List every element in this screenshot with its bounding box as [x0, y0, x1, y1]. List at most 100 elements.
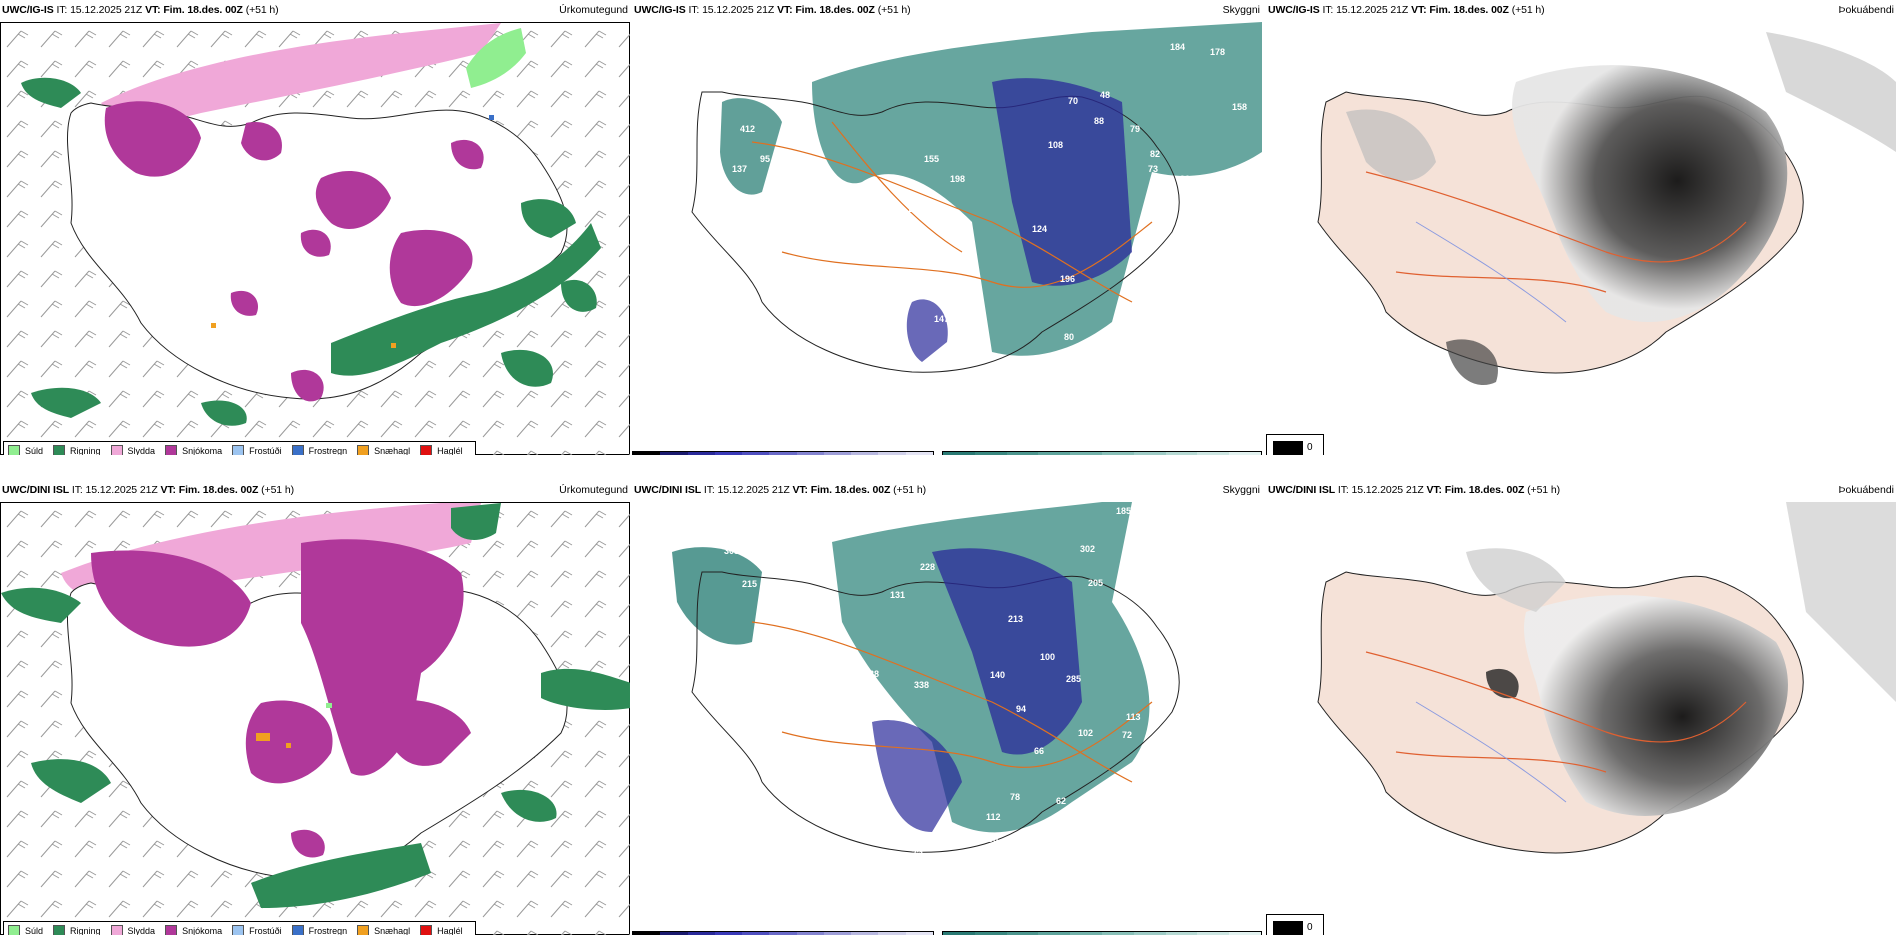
- vis-label: 184: [1170, 42, 1185, 52]
- legend-swatch: [53, 925, 66, 935]
- terrain-cloud-area: [906, 299, 948, 362]
- legend-label: Rigning: [70, 446, 101, 455]
- vt-label: VT:: [160, 484, 177, 496]
- legend-swatch: [8, 925, 20, 935]
- road-line: [1395, 271, 1607, 293]
- vis-label: 72: [1122, 730, 1132, 740]
- snow-area: [230, 290, 259, 316]
- legend-swatch: [357, 445, 370, 455]
- vis-label: 169: [782, 104, 797, 114]
- it-value: 15.12.2025 21Z: [70, 4, 143, 16]
- fog-map: 0 60: [1266, 22, 1896, 455]
- vt-label: VT:: [777, 4, 793, 16]
- rain-area: [521, 199, 576, 238]
- snow-area: [389, 229, 473, 307]
- vis-label: 303: [724, 546, 739, 556]
- fog-panel-row2: UWC/DINI ISL IT: 15.12.2025 21Z VT: Fim.…: [1266, 480, 1896, 935]
- legend-item: Frostregn: [291, 925, 347, 935]
- vt-label: VT:: [1426, 484, 1443, 496]
- legend-item: Snjókoma: [165, 925, 222, 935]
- panel-title: Skyggni: [1222, 4, 1260, 16]
- snow-area: [291, 829, 325, 858]
- visibility-map-svg: 303 177 126 215 320 97 228 131 238 338 2…: [672, 502, 1180, 876]
- rain-area: [541, 668, 630, 710]
- snow-pellets-point: [256, 733, 270, 741]
- visibility-colorbar: km 1 2 3 4 5 6 7 8 9 10: [942, 931, 1262, 935]
- it-value: 15.12.2025 21Z: [85, 484, 158, 496]
- visibility-colorbar-bar: [942, 931, 1262, 935]
- vis-label: 100: [1040, 652, 1055, 662]
- vis-label: 228: [920, 562, 935, 572]
- panel-header: UWC/DINI ISL IT: 15.12.2025 21Z VT: Fim.…: [2, 484, 294, 496]
- vis-label: 42: [932, 390, 942, 400]
- lead-time: (+51 h): [261, 484, 295, 496]
- legend-swatch: [53, 445, 66, 455]
- legend-swatch: [232, 445, 245, 455]
- model-name: UWC/DINI ISL: [1268, 484, 1336, 496]
- fog-map: 0 60: [1266, 502, 1896, 935]
- vis-label: 285: [1066, 674, 1081, 684]
- legend-item: Slydda: [110, 925, 155, 935]
- legend-item: Snæhagl: [357, 445, 410, 455]
- vis-label: 44: [970, 866, 980, 876]
- it-label: IT:: [1337, 484, 1349, 496]
- legend-swatch: [420, 445, 433, 455]
- visibility-panel-row1: UWC/IG-IS IT: 15.12.2025 21Z VT: Fim. 18…: [632, 0, 1262, 455]
- legend-swatch: [165, 925, 178, 935]
- vis-label: 97: [805, 612, 815, 622]
- panel-title: Skyggni: [1222, 484, 1260, 496]
- it-value: 15.12.2025 21Z: [1351, 484, 1424, 496]
- vis-label: 412: [740, 124, 755, 134]
- precip-map: Súld Rigning Slydda Snjókoma Frostúði Fr…: [0, 22, 630, 455]
- vis-label: 118: [1142, 634, 1157, 644]
- vis-label: 61: [914, 849, 924, 859]
- terrain-cloud-area: [872, 720, 962, 832]
- legend-swatch: [232, 925, 245, 935]
- lead-time: (+51 h): [893, 484, 927, 496]
- road-line: [1395, 751, 1607, 773]
- road-line: [751, 621, 1133, 783]
- vis-label: 54: [914, 362, 924, 372]
- vt-value: Fim. 18.des. 00Z: [1444, 484, 1525, 496]
- legend-item: Snjókoma: [165, 445, 222, 455]
- panel-header: UWC/DINI ISL IT: 15.12.2025 21Z VT: Fim.…: [634, 484, 926, 496]
- it-label: IT:: [688, 4, 700, 16]
- legend-item: Frostúði: [232, 925, 282, 935]
- fog-offshore: [1766, 32, 1896, 152]
- legend-item: Rigning: [53, 445, 101, 455]
- legend-swatch: [420, 925, 433, 935]
- vis-label: 66: [1034, 746, 1044, 756]
- fog-map-svg: [1317, 502, 1896, 854]
- rain-area: [451, 503, 501, 540]
- visibility-labels: 160 76 412 95 137 169 155 103 120 198 10…: [727, 42, 1247, 400]
- vis-label: 185: [1116, 506, 1131, 516]
- legend-label: Frostúði: [249, 926, 282, 935]
- lead-time: (+51 h): [877, 4, 911, 16]
- drizzle-point: [326, 703, 332, 708]
- vis-label: 205: [1088, 578, 1103, 588]
- legend-label: Snjókoma: [182, 926, 223, 935]
- vt-label: VT:: [792, 484, 809, 496]
- panel-title: Þokuábendi: [1838, 484, 1894, 496]
- vis-label: 48: [1100, 90, 1110, 100]
- vis-label: 90: [1180, 174, 1190, 184]
- fog-legend-label: 0: [1307, 922, 1313, 933]
- vis-label: 55: [988, 834, 998, 844]
- it-label: IT:: [703, 484, 715, 496]
- snow-area: [300, 229, 331, 257]
- visibility-colorbar-bar: [942, 451, 1262, 455]
- panel-header: UWC/IG-IS IT: 15.12.2025 21Z VT: Fim. 18…: [2, 4, 279, 16]
- precip-panel-row2: UWC/DINI ISL IT: 15.12.2025 21Z VT: Fim.…: [0, 480, 630, 935]
- rain-area: [561, 279, 597, 312]
- legend-swatch: [291, 925, 304, 935]
- legend-item: Haglél: [420, 925, 463, 935]
- fog-index-area: [1524, 595, 1788, 816]
- precip-legend: Súld Rigning Slydda Snjókoma Frostúði Fr…: [3, 921, 476, 935]
- it-value: 15.12.2025 21Z: [702, 4, 775, 16]
- vis-label: 238: [864, 669, 879, 679]
- vis-label: 155: [924, 154, 939, 164]
- vis-label: 94: [1016, 704, 1026, 714]
- vt-value: Fim. 18.des. 00Z: [163, 4, 243, 16]
- legend-item: Slydda: [110, 445, 155, 455]
- road-line: [781, 221, 1153, 288]
